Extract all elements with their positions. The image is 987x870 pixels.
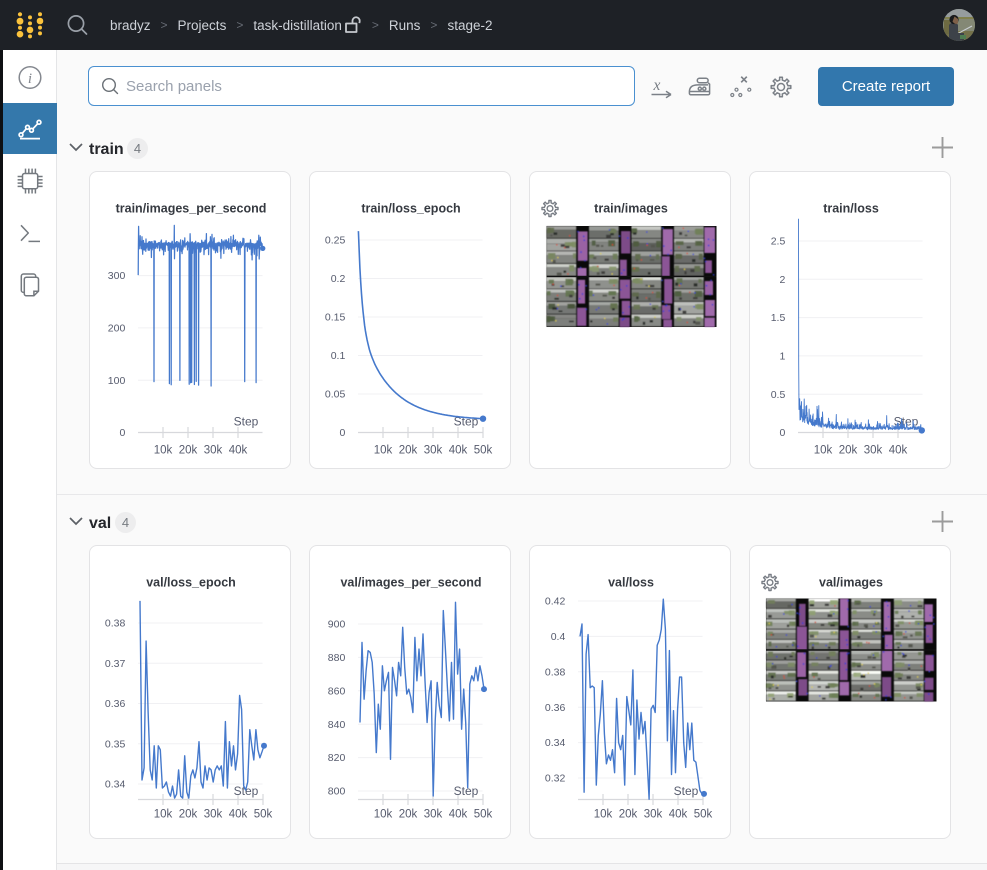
svg-text:40k: 40k (668, 809, 687, 821)
svg-text:20k: 20k (398, 445, 417, 457)
svg-text:train: train (89, 141, 124, 158)
svg-text:30k: 30k (643, 809, 662, 821)
svg-text:0.25: 0.25 (324, 235, 345, 247)
svg-text:900: 900 (327, 619, 345, 631)
svg-text:val: val (89, 515, 111, 532)
svg-text:Step: Step (233, 415, 258, 429)
svg-text:0: 0 (779, 427, 785, 439)
svg-text:0: 0 (119, 427, 125, 439)
svg-text:0.36: 0.36 (544, 702, 565, 714)
svg-text:860: 860 (327, 685, 345, 697)
svg-text:0.34: 0.34 (104, 779, 125, 791)
svg-text:val/images_per_second: val/images_per_second (340, 576, 481, 590)
svg-text:train/images_per_second: train/images_per_second (115, 202, 266, 216)
svg-text:20k: 20k (178, 809, 197, 821)
svg-text:0.42: 0.42 (544, 596, 565, 608)
svg-text:40k: 40k (228, 445, 247, 457)
svg-text:30k: 30k (423, 445, 442, 457)
svg-text:0.34: 0.34 (544, 737, 565, 749)
svg-text:i: i (28, 71, 32, 87)
svg-text:30k: 30k (423, 809, 442, 821)
svg-text:800: 800 (327, 786, 345, 798)
svg-text:0.2: 0.2 (330, 273, 345, 285)
svg-text:4: 4 (122, 515, 129, 530)
svg-text:100: 100 (107, 375, 125, 387)
svg-text:50k: 50k (473, 445, 492, 457)
svg-text:0.5: 0.5 (770, 389, 785, 401)
svg-text:10k: 10k (593, 809, 612, 821)
svg-text:0.37: 0.37 (104, 658, 125, 670)
svg-text:40k: 40k (888, 445, 907, 457)
svg-text:0.05: 0.05 (324, 389, 345, 401)
svg-text:10k: 10k (153, 445, 172, 457)
svg-text:30k: 30k (203, 809, 222, 821)
svg-text:200: 200 (107, 323, 125, 335)
svg-text:train/loss: train/loss (823, 202, 879, 216)
svg-text:880: 880 (327, 652, 345, 664)
svg-text:0.15: 0.15 (324, 312, 345, 324)
svg-text:50k: 50k (473, 809, 492, 821)
svg-text:10k: 10k (153, 809, 172, 821)
svg-text:val/loss_epoch: val/loss_epoch (146, 576, 236, 590)
svg-text:2: 2 (779, 274, 785, 286)
svg-text:1.5: 1.5 (770, 312, 785, 324)
svg-text:0.38: 0.38 (104, 618, 125, 630)
svg-text:0.32: 0.32 (544, 773, 565, 785)
svg-text:0.38: 0.38 (544, 666, 565, 678)
svg-text:20k: 20k (838, 445, 857, 457)
svg-text:x: x (653, 77, 661, 94)
svg-text:10k: 10k (813, 445, 832, 457)
svg-text:20k: 20k (618, 809, 637, 821)
svg-text:train/loss_epoch: train/loss_epoch (361, 202, 460, 216)
svg-text:0: 0 (339, 427, 345, 439)
svg-text:Step: Step (453, 784, 478, 798)
svg-text:40k: 40k (228, 809, 247, 821)
svg-text:0.1: 0.1 (330, 350, 345, 362)
svg-text:2.5: 2.5 (770, 236, 785, 248)
svg-text:40k: 40k (448, 445, 467, 457)
svg-text:840: 840 (327, 719, 345, 731)
svg-text:1: 1 (779, 351, 785, 363)
svg-text:50k: 50k (693, 809, 712, 821)
svg-text:30k: 30k (863, 445, 882, 457)
svg-text:10k: 10k (373, 809, 392, 821)
svg-text:0.4: 0.4 (550, 631, 565, 643)
svg-text:0.35: 0.35 (104, 738, 125, 750)
svg-text:Step: Step (673, 784, 698, 798)
svg-text:820: 820 (327, 752, 345, 764)
svg-text:50k: 50k (253, 809, 272, 821)
svg-text:300: 300 (107, 270, 125, 282)
svg-text:val/loss: val/loss (608, 576, 654, 590)
svg-text:0.36: 0.36 (104, 698, 125, 710)
svg-text:val/images: val/images (819, 576, 883, 590)
svg-text:30k: 30k (203, 445, 222, 457)
svg-text:10k: 10k (373, 445, 392, 457)
svg-text:train/images: train/images (594, 202, 668, 216)
svg-text:4: 4 (134, 141, 141, 156)
svg-text:20k: 20k (178, 445, 197, 457)
svg-text:Step: Step (233, 784, 258, 798)
svg-text:20k: 20k (398, 809, 417, 821)
svg-text:40k: 40k (448, 809, 467, 821)
